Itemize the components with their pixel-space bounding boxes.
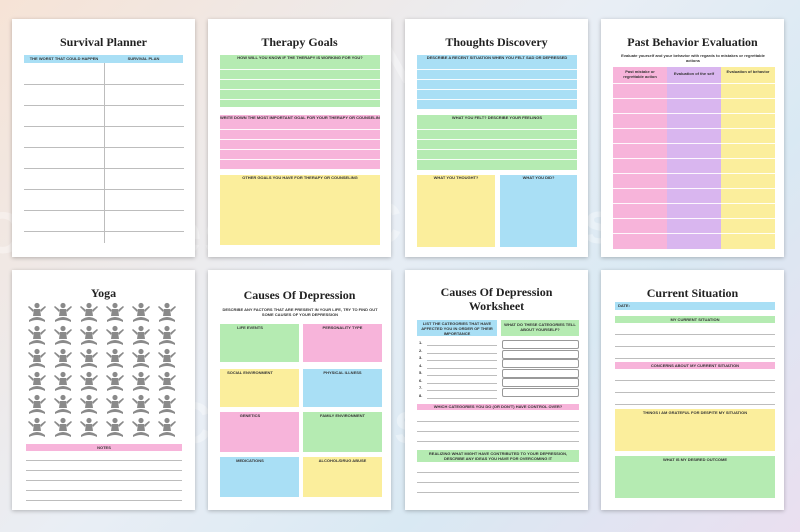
column-header: THE WORST THAT COULD HAPPEN bbox=[24, 55, 104, 63]
yoga-pose-icon bbox=[106, 394, 124, 414]
yoga-pose-icon bbox=[80, 394, 98, 414]
section-header: THINGS I AM GRATEFUL FOR DESPITE MY SITU… bbox=[642, 410, 748, 415]
answer-box bbox=[502, 368, 579, 378]
list-number: 4. bbox=[419, 362, 423, 368]
section-header: ALCOHOL/DRUG ABUSE bbox=[318, 458, 367, 463]
section-header: DESCRIBE A RECENT SITUATION WHEN YOU FEL… bbox=[426, 55, 568, 60]
section-header: LIST THE CATEGORIES THAT HAVE AFFECTED Y… bbox=[421, 321, 493, 336]
answer-box bbox=[502, 387, 579, 397]
column-header: Evaluation of the self bbox=[673, 71, 715, 76]
yoga-pose-icon bbox=[132, 325, 150, 345]
answer-box bbox=[502, 349, 579, 359]
section-header: OTHER GOALS YOU HAVE FOR THERAPY OR COUN… bbox=[242, 175, 358, 180]
yoga-pose-icon bbox=[106, 302, 124, 322]
page-title: Past Behavior Evaluation bbox=[627, 35, 758, 49]
yoga-pose-icon bbox=[132, 417, 150, 437]
section-header: MY CURRENT SITUATION bbox=[615, 316, 775, 323]
yoga-pose-icon bbox=[80, 417, 98, 437]
yoga-pose-icon bbox=[28, 371, 46, 391]
yoga-pose-icon bbox=[54, 325, 72, 345]
yoga-pose-icon bbox=[132, 371, 150, 391]
yoga-pose-icon bbox=[106, 325, 124, 345]
list-number: 3. bbox=[419, 355, 423, 360]
section-header: GENETICS bbox=[239, 413, 261, 418]
section-header: WHAT YOU DID? bbox=[522, 175, 555, 180]
section-header: REALIZING WHAT MIGHT HAVE CONTRIBUTED TO… bbox=[428, 451, 568, 461]
section-header: SOCIAL ENVIRONMENT bbox=[227, 370, 273, 375]
thoughts-discovery-page: Thoughts Discovery DESCRIBE A RECENT SIT… bbox=[405, 19, 588, 257]
yoga-pose-icon bbox=[106, 417, 124, 437]
column-header: Evaluation of behavior bbox=[726, 69, 770, 74]
list-number: 7. bbox=[419, 385, 423, 390]
section-header: WHAT YOU THOUGHT? bbox=[433, 175, 479, 180]
yoga-pose-icon bbox=[158, 302, 176, 322]
intro-text: Evaluate yourself and your behavior with… bbox=[621, 53, 765, 63]
section-header: PHYSICAL ILLNESS bbox=[323, 370, 362, 375]
section-header: MEDICATIONS bbox=[236, 458, 264, 463]
section-header: CONCERNS ABOUT MY CURRENT SITUATION bbox=[615, 362, 775, 369]
list-number: 8. bbox=[419, 392, 423, 398]
yoga-pose-icon bbox=[158, 325, 176, 345]
page-title: Survival Planner bbox=[59, 35, 147, 49]
intro-text: DESCRIBE ANY FACTORS THAT ARE PRESENT IN… bbox=[222, 307, 378, 317]
section-header: LIFE EVENTS bbox=[237, 325, 263, 330]
therapy-goals-page: Therapy Goals HOW WILL YOU KNOW IF THE T… bbox=[208, 19, 391, 257]
section-header: WRITE DOWN THE MOST IMPORTANT GOAL FOR Y… bbox=[220, 115, 380, 120]
section-header: WHAT DO THESE CATEGORIES TELL ABOUT YOUR… bbox=[504, 322, 576, 332]
yoga-page: Yoga NOTES bbox=[12, 270, 195, 510]
yoga-pose-icon bbox=[158, 417, 176, 437]
yoga-pose-icon bbox=[132, 302, 150, 322]
page-title: Causes Of Depression bbox=[440, 285, 553, 299]
page-title: Therapy Goals bbox=[261, 35, 338, 49]
yoga-pose-icon bbox=[54, 371, 72, 391]
section-header: WHICH CATEGORIES YOU DO (OR DON'T) HAVE … bbox=[433, 404, 563, 409]
yoga-pose-icon bbox=[158, 371, 176, 391]
yoga-pose-icon bbox=[158, 394, 176, 414]
yoga-pose-icon bbox=[54, 417, 72, 437]
yoga-pose-icon bbox=[132, 348, 150, 368]
yoga-pose-icon bbox=[54, 394, 72, 414]
yoga-pose-icon bbox=[28, 325, 46, 345]
yoga-pose-icon bbox=[106, 348, 124, 368]
yoga-pose-icon bbox=[80, 371, 98, 391]
yoga-pose-icon bbox=[80, 325, 98, 345]
section-header: FAMILY ENVIRONMENT bbox=[320, 413, 365, 418]
causes-of-depression-page: Causes Of Depression DESCRIBE ANY FACTOR… bbox=[208, 270, 391, 510]
list-number: 6. bbox=[419, 377, 423, 383]
date-label: DATE: bbox=[618, 303, 630, 308]
answer-box bbox=[502, 340, 579, 349]
yoga-pose-icon bbox=[106, 371, 124, 391]
list-number: 1. bbox=[419, 340, 423, 345]
current-situation-page: Current Situation DATE: MY CURRENT SITUA… bbox=[601, 270, 784, 510]
yoga-pose-icon bbox=[28, 302, 46, 322]
page-title: Thoughts Discovery bbox=[445, 35, 548, 49]
answer-box bbox=[502, 378, 579, 387]
answer-box bbox=[502, 359, 579, 368]
yoga-pose-icon bbox=[28, 417, 46, 437]
page-title: Causes Of Depression bbox=[243, 288, 356, 302]
list-number: 2. bbox=[419, 347, 423, 353]
yoga-pose-icon bbox=[54, 348, 72, 368]
yoga-pose-icon bbox=[28, 348, 46, 368]
column-header: SURVIVAL PLAN bbox=[104, 55, 183, 63]
section-header: WHAT IS MY DESIRED OUTCOME bbox=[662, 457, 728, 462]
column-header: Past mistake or regrettable action bbox=[623, 69, 657, 79]
yoga-pose-icon bbox=[132, 394, 150, 414]
past-behavior-page: Past Behavior Evaluation Evaluate yourse… bbox=[601, 19, 784, 257]
survival-planner-page: Survival Planner THE WORST THAT COULD HA… bbox=[12, 19, 195, 257]
yoga-pose-icon bbox=[80, 302, 98, 322]
worksheet-page: Causes Of Depression Worksheet LIST THE … bbox=[405, 270, 588, 510]
yoga-pose-icon bbox=[158, 348, 176, 368]
section-header: HOW WILL YOU KNOW IF THE THERAPY IS WORK… bbox=[237, 55, 363, 60]
page-title: Current Situation bbox=[646, 286, 739, 300]
section-header: PERSONALITY TYPE bbox=[322, 325, 363, 330]
yoga-pose-icon bbox=[54, 302, 72, 322]
page-title: Yoga bbox=[90, 286, 117, 300]
yoga-pose-icon bbox=[80, 348, 98, 368]
notes-header: NOTES bbox=[26, 444, 182, 451]
page-subtitle: Worksheet bbox=[468, 299, 525, 313]
yoga-pose-icon bbox=[28, 394, 46, 414]
section-header: WHAT YOU FELT? DESCRIBE YOUR FEELINGS bbox=[451, 115, 543, 120]
list-number: 5. bbox=[419, 370, 423, 375]
